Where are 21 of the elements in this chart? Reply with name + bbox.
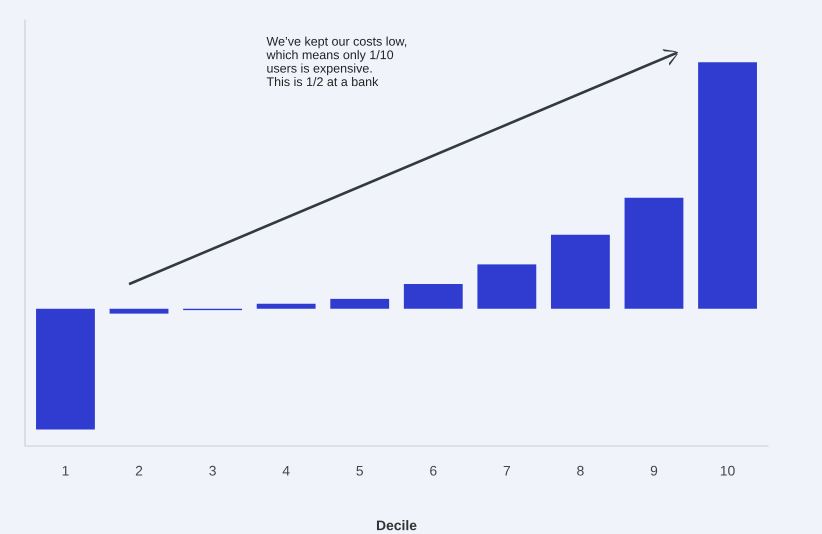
bar (330, 298, 390, 309)
bar (698, 62, 757, 309)
x-tick-label: 6 (430, 466, 437, 476)
bar (256, 304, 316, 309)
x-tick-label: 3 (209, 466, 216, 476)
x-tick-label: 10 (720, 466, 735, 476)
bar (36, 308, 95, 430)
x-tick-label: 4 (282, 466, 290, 476)
x-tick-label: 9 (650, 466, 658, 476)
x-axis-title: Decile (376, 520, 416, 530)
x-tick-label: 5 (356, 466, 363, 476)
bar (550, 234, 610, 309)
bar (110, 308, 168, 314)
bar (404, 284, 463, 309)
bar (477, 264, 536, 309)
x-tick-label: 1 (62, 466, 69, 476)
annotation: We’ve kept our costs low, which means only 1/10 users is expensive. This is 1/2 at a bank (266, 36, 406, 86)
x-tick-label: 2 (136, 466, 142, 476)
x-tick-label: 8 (577, 466, 584, 476)
x-tick-label: 7 (504, 466, 510, 476)
bar (624, 198, 684, 309)
